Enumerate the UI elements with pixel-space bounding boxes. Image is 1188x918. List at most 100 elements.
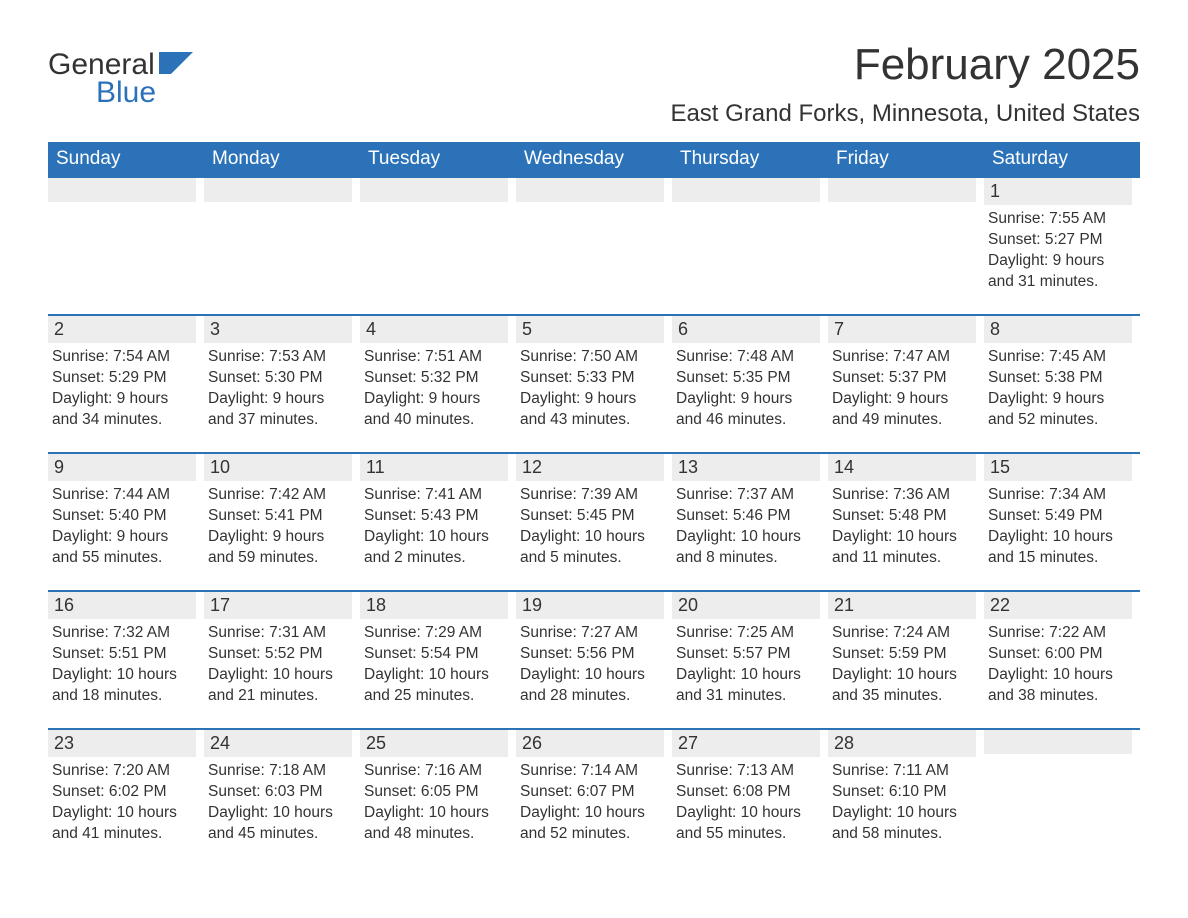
sunrise-text: Sunrise: 7:11 AM [832,761,976,782]
calendar: SundayMondayTuesdayWednesdayThursdayFrid… [48,142,1140,848]
day-number: 25 [360,730,508,757]
daylight-text: Daylight: 10 hours and 55 minutes. [676,803,820,845]
sunrise-text: Sunrise: 7:47 AM [832,347,976,368]
daylight-text: Daylight: 9 hours and 40 minutes. [364,389,508,431]
sunset-text: Sunset: 5:48 PM [832,506,976,527]
sunrise-text: Sunrise: 7:24 AM [832,623,976,644]
calendar-day [672,178,828,296]
sunrise-text: Sunrise: 7:42 AM [208,485,352,506]
daylight-text: Daylight: 9 hours and 49 minutes. [832,389,976,431]
daylight-text: Daylight: 9 hours and 46 minutes. [676,389,820,431]
daylight-text: Daylight: 10 hours and 18 minutes. [52,665,196,707]
day-content: Sunrise: 7:11 AMSunset: 6:10 PMDaylight:… [828,761,976,845]
calendar-day: 15Sunrise: 7:34 AMSunset: 5:49 PMDayligh… [984,454,1140,572]
calendar-day: 19Sunrise: 7:27 AMSunset: 5:56 PMDayligh… [516,592,672,710]
day-content: Sunrise: 7:45 AMSunset: 5:38 PMDaylight:… [984,347,1132,431]
sunset-text: Sunset: 5:54 PM [364,644,508,665]
daylight-text: Daylight: 10 hours and 15 minutes. [988,527,1132,569]
day-content: Sunrise: 7:24 AMSunset: 5:59 PMDaylight:… [828,623,976,707]
sunset-text: Sunset: 5:38 PM [988,368,1132,389]
daylight-text: Daylight: 10 hours and 38 minutes. [988,665,1132,707]
daylight-text: Daylight: 10 hours and 48 minutes. [364,803,508,845]
day-number: 17 [204,592,352,619]
calendar-day: 13Sunrise: 7:37 AMSunset: 5:46 PMDayligh… [672,454,828,572]
logo: General Blue [48,40,193,110]
day-number: 15 [984,454,1132,481]
sunset-text: Sunset: 6:00 PM [988,644,1132,665]
sunrise-text: Sunrise: 7:53 AM [208,347,352,368]
calendar-day: 25 Sunrise: 7:16 AMSunset: 6:05 PMDayligh… [360,730,516,848]
sunrise-text: Sunrise: 7:54 AM [52,347,196,368]
calendar-day: 2Sunrise: 7:54 AMSunset: 5:29 PMDaylight… [48,316,204,434]
day-number: 23 [48,730,196,757]
sunset-text: Sunset: 5:33 PM [520,368,664,389]
day-number: 11 [360,454,508,481]
sunrise-text: Sunrise: 7:18 AM [208,761,352,782]
day-number: 19 [516,592,664,619]
sunrise-text: Sunrise: 7:41 AM [364,485,508,506]
day-number: 1 [984,178,1132,205]
calendar-day: 16Sunrise: 7:32 AMSunset: 5:51 PMDayligh… [48,592,204,710]
calendar-day: 12Sunrise: 7:39 AMSunset: 5:45 PMDayligh… [516,454,672,572]
page-header: General Blue February 2025 East Grand Fo… [48,40,1140,128]
day-of-week-cell: Monday [204,142,360,178]
sunset-text: Sunset: 6:05 PM [364,782,508,803]
sunrise-text: Sunrise: 7:37 AM [676,485,820,506]
sunset-text: Sunset: 6:08 PM [676,782,820,803]
day-number: 21 [828,592,976,619]
sunrise-text: Sunrise: 7:50 AM [520,347,664,368]
sunrise-text: Sunrise: 7:25 AM [676,623,820,644]
sunset-text: Sunset: 5:27 PM [988,230,1132,251]
calendar-week: 16Sunrise: 7:32 AMSunset: 5:51 PMDayligh… [48,590,1140,710]
calendar-day: 27Sunrise: 7:13 AMSunset: 6:08 PMDayligh… [672,730,828,848]
calendar-day: 10Sunrise: 7:42 AMSunset: 5:41 PMDayligh… [204,454,360,572]
sunrise-text: Sunrise: 7:22 AM [988,623,1132,644]
day-content: Sunrise: 7:31 AMSunset: 5:52 PMDaylight:… [204,623,352,707]
calendar-week: 9Sunrise: 7:44 AMSunset: 5:40 PMDaylight… [48,452,1140,572]
sunrise-text: Sunrise: 7:44 AM [52,485,196,506]
daylight-text: Daylight: 9 hours and 31 minutes. [988,251,1132,293]
daylight-text: Daylight: 9 hours and 55 minutes. [52,527,196,569]
calendar-day [828,178,984,296]
day-content: Sunrise: 7:36 AMSunset: 5:48 PMDaylight:… [828,485,976,569]
sunrise-text: Sunrise: 7:16 AM [364,761,508,782]
daylight-text: Daylight: 9 hours and 43 minutes. [520,389,664,431]
day-number [360,178,508,202]
day-number: 9 [48,454,196,481]
daylight-text: Daylight: 9 hours and 34 minutes. [52,389,196,431]
sunset-text: Sunset: 5:56 PM [520,644,664,665]
logo-text-blue: Blue [96,76,193,110]
sunset-text: Sunset: 5:46 PM [676,506,820,527]
day-number: 3 [204,316,352,343]
sunrise-text: Sunrise: 7:29 AM [364,623,508,644]
calendar-day: 6Sunrise: 7:48 AMSunset: 5:35 PMDaylight… [672,316,828,434]
calendar-day: 20Sunrise: 7:25 AMSunset: 5:57 PMDayligh… [672,592,828,710]
day-number [516,178,664,202]
sunrise-text: Sunrise: 7:20 AM [52,761,196,782]
sunset-text: Sunset: 5:29 PM [52,368,196,389]
daylight-text: Daylight: 10 hours and 58 minutes. [832,803,976,845]
day-number [984,730,1132,754]
daylight-text: Daylight: 10 hours and 8 minutes. [676,527,820,569]
sunset-text: Sunset: 5:57 PM [676,644,820,665]
calendar-day: 4Sunrise: 7:51 AMSunset: 5:32 PMDaylight… [360,316,516,434]
daylight-text: Daylight: 10 hours and 21 minutes. [208,665,352,707]
sunset-text: Sunset: 5:30 PM [208,368,352,389]
day-content: Sunrise: 7:18 AMSunset: 6:03 PMDaylight:… [204,761,352,845]
day-number: 28 [828,730,976,757]
daylight-text: Daylight: 10 hours and 28 minutes. [520,665,664,707]
calendar-day: 22Sunrise: 7:22 AMSunset: 6:00 PMDayligh… [984,592,1140,710]
calendar-day: 5 Sunrise: 7:50 AMSunset: 5:33 PMDaylight… [516,316,672,434]
day-content: Sunrise: 7:48 AMSunset: 5:35 PMDaylight:… [672,347,820,431]
day-content: Sunrise: 7:55 AMSunset: 5:27 PMDaylight:… [984,209,1132,293]
daylight-text: Daylight: 9 hours and 59 minutes. [208,527,352,569]
sunset-text: Sunset: 5:35 PM [676,368,820,389]
title-block: February 2025 East Grand Forks, Minnesot… [670,40,1140,128]
day-number: 24 [204,730,352,757]
day-number: 5 [516,316,664,343]
calendar-day [204,178,360,296]
calendar-day [516,178,672,296]
sunset-text: Sunset: 6:02 PM [52,782,196,803]
calendar-day: 9Sunrise: 7:44 AMSunset: 5:40 PMDaylight… [48,454,204,572]
sunset-text: Sunset: 6:10 PM [832,782,976,803]
